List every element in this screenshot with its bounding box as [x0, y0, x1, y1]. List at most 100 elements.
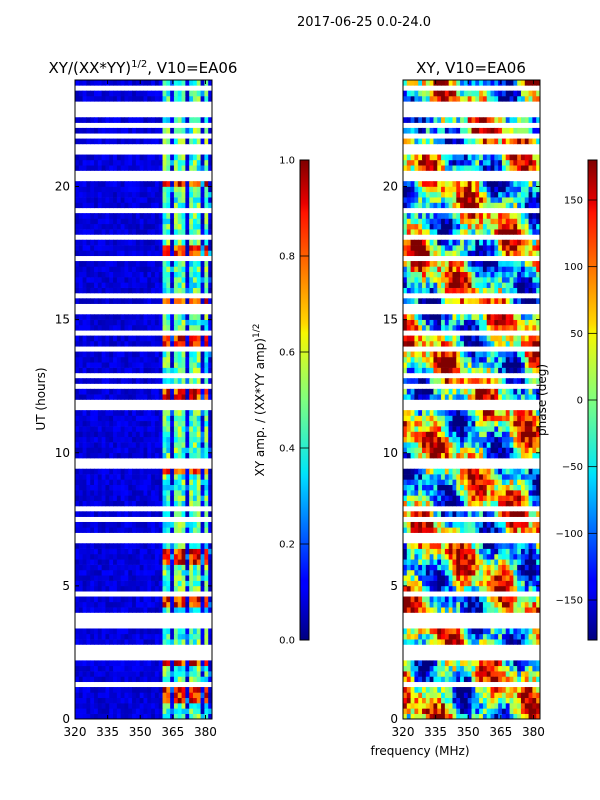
heatmap-cell	[173, 415, 179, 422]
heatmap-cell	[135, 484, 141, 491]
heatmap-cell	[403, 601, 408, 608]
heatmap-cell	[196, 442, 202, 448]
heatmap-cell	[448, 431, 454, 438]
heatmap-cell	[189, 282, 194, 288]
heatmap-cell	[520, 527, 526, 533]
heatmap-cell	[414, 692, 419, 699]
heatmap-cell	[154, 628, 160, 635]
heatmap-cell	[120, 410, 126, 416]
heatmap-cell	[75, 197, 80, 203]
heatmap-cell	[109, 426, 114, 432]
heatmap-cell	[82, 197, 88, 203]
heatmap-cell	[154, 697, 160, 704]
heatmap-cell	[170, 548, 175, 555]
heatmap-cell	[467, 633, 473, 640]
heatmap-cell	[113, 80, 118, 86]
heatmap-cell	[173, 266, 179, 273]
heatmap-cell	[124, 378, 129, 384]
heatmap-cell	[109, 229, 114, 235]
heatmap-cell	[173, 601, 179, 608]
heatmap-cell	[490, 585, 495, 592]
heatmap-cell	[113, 564, 118, 571]
heatmap-cell	[463, 687, 469, 693]
heatmap-cell	[181, 282, 186, 288]
heatmap-cell	[120, 585, 126, 592]
heatmap-cell	[86, 271, 91, 278]
heatmap-cell	[170, 671, 175, 677]
heatmap-cell	[162, 564, 167, 571]
heatmap-cell	[143, 154, 148, 161]
heatmap-cell	[109, 633, 114, 640]
heatmap-cell	[418, 687, 423, 693]
heatmap-cell	[410, 596, 416, 603]
heatmap-cell	[410, 378, 416, 384]
heatmap-cell	[437, 351, 442, 358]
heatmap-cell	[120, 580, 126, 587]
heatmap-cell	[162, 319, 167, 326]
heatmap-cell	[143, 474, 148, 480]
heatmap-cell	[189, 468, 194, 475]
heatmap-cell	[520, 660, 526, 667]
heatmap-cell	[196, 687, 202, 693]
heatmap-cell	[173, 229, 179, 235]
heatmap-cell	[448, 580, 454, 587]
heatmap-cell	[422, 495, 427, 501]
heatmap-cell	[192, 479, 198, 486]
heatmap-cell	[181, 426, 186, 432]
heatmap-cell	[185, 521, 190, 528]
heatmap-cell	[463, 436, 469, 443]
heatmap-cell	[78, 186, 84, 193]
heatmap-cell	[433, 490, 438, 496]
heatmap-cell	[513, 601, 518, 608]
heatmap-cell	[147, 474, 152, 480]
heatmap-cell	[467, 394, 473, 400]
heatmap-cell	[471, 415, 476, 422]
heatmap-cell	[192, 202, 198, 209]
heatmap-cell	[113, 165, 118, 171]
heatmap-cell	[452, 410, 457, 416]
heatmap-cell	[460, 575, 465, 581]
heatmap-cell	[528, 479, 533, 486]
heatmap-cell	[425, 671, 431, 677]
heatmap-cell	[513, 639, 518, 645]
heatmap-cell	[147, 543, 152, 549]
heatmap-cell	[94, 239, 99, 246]
heatmap-cell	[158, 324, 164, 331]
heatmap-cell	[456, 468, 461, 475]
heatmap-cell	[94, 564, 99, 571]
heatmap-cell	[147, 229, 152, 235]
heatmap-cell	[113, 543, 118, 549]
heatmap-cell	[441, 559, 446, 565]
heatmap-cell	[501, 687, 507, 693]
heatmap-cell	[151, 713, 156, 719]
left-colorbar-label: XY amp. / (XX*YY amp)1/2	[252, 324, 267, 477]
heatmap-cell	[177, 127, 183, 134]
heatmap-cell	[536, 452, 540, 459]
heatmap-cell	[501, 633, 507, 640]
heatmap-cell	[200, 202, 205, 209]
heatmap-cell	[139, 250, 145, 257]
heatmap-cell	[185, 468, 190, 475]
heatmap-cell	[418, 490, 423, 496]
heatmap-cell	[120, 521, 126, 528]
heatmap-cell	[429, 703, 435, 709]
heatmap-cell	[166, 90, 171, 97]
heatmap-cell	[444, 426, 450, 432]
heatmap-cell	[154, 660, 160, 667]
heatmap-cell	[181, 569, 186, 576]
heatmap-cell	[475, 521, 480, 528]
heatmap-cell	[143, 713, 148, 719]
heatmap-cell	[154, 245, 160, 251]
heatmap-cell	[475, 569, 480, 576]
heatmap-cell	[78, 117, 84, 123]
heatmap-cell	[467, 500, 473, 507]
heatmap-cell	[139, 607, 145, 613]
heatmap-cell	[166, 356, 171, 363]
heatmap-cell	[406, 596, 412, 603]
heatmap-cell	[170, 223, 175, 230]
heatmap-cell	[467, 415, 473, 422]
heatmap-cell	[471, 340, 476, 347]
heatmap-cell	[82, 500, 88, 507]
heatmap-cell	[90, 543, 95, 549]
heatmap-cell	[192, 90, 198, 97]
